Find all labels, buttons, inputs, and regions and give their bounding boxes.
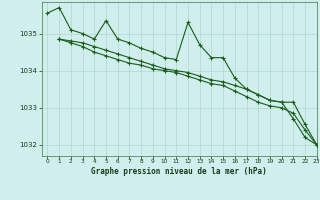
X-axis label: Graphe pression niveau de la mer (hPa): Graphe pression niveau de la mer (hPa) <box>91 167 267 176</box>
